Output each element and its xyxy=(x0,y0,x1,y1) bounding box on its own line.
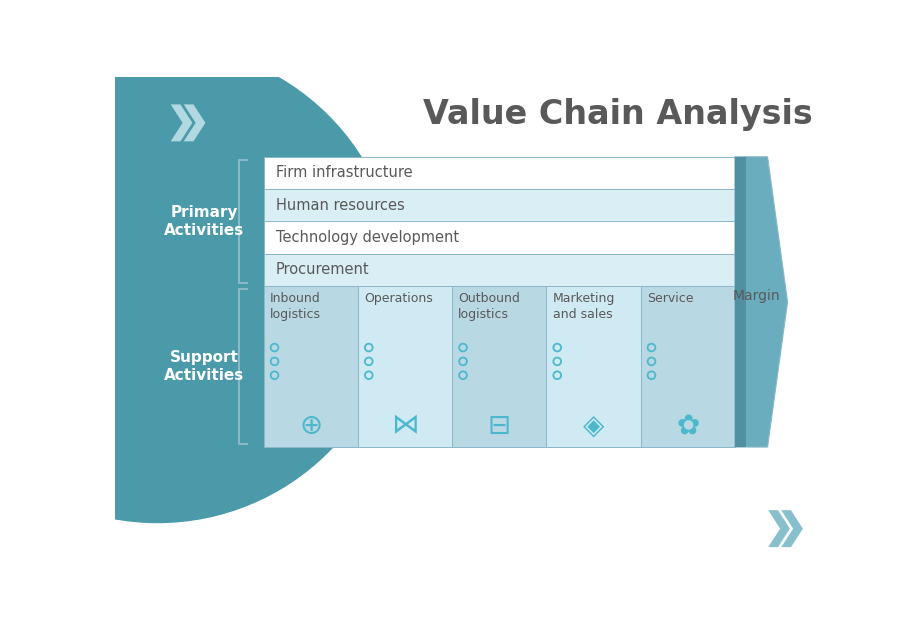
Bar xyxy=(641,286,735,447)
Text: Technology development: Technology development xyxy=(276,230,460,245)
Polygon shape xyxy=(768,510,790,547)
Polygon shape xyxy=(171,104,192,141)
Bar xyxy=(357,286,452,447)
Polygon shape xyxy=(184,104,205,141)
Bar xyxy=(547,286,641,447)
Text: Human resources: Human resources xyxy=(276,197,405,213)
Polygon shape xyxy=(735,157,788,447)
Bar xyxy=(264,221,735,254)
Text: Procurement: Procurement xyxy=(276,262,369,277)
Text: ✿: ✿ xyxy=(676,412,699,440)
Text: ⋈: ⋈ xyxy=(391,412,419,440)
Polygon shape xyxy=(735,157,745,447)
Bar xyxy=(264,157,735,189)
Text: Marketing
and sales: Marketing and sales xyxy=(552,292,615,321)
Text: ⊟: ⊟ xyxy=(488,412,511,440)
Text: Operations: Operations xyxy=(364,292,433,305)
Text: Inbound
logistics: Inbound logistics xyxy=(270,292,321,321)
Circle shape xyxy=(0,45,398,523)
Text: ⊕: ⊕ xyxy=(300,412,323,440)
Text: Value Chain Analysis: Value Chain Analysis xyxy=(423,98,812,131)
Bar xyxy=(264,286,357,447)
Text: ◈: ◈ xyxy=(583,412,604,440)
Bar xyxy=(264,254,735,286)
Text: Firm infrastructure: Firm infrastructure xyxy=(276,166,413,180)
Text: Service: Service xyxy=(647,292,693,305)
Bar xyxy=(264,189,735,221)
Polygon shape xyxy=(781,510,803,547)
Bar xyxy=(452,286,547,447)
Text: Outbound
logistics: Outbound logistics xyxy=(459,292,520,321)
Text: Margin: Margin xyxy=(732,289,780,303)
Text: Primary
Activities: Primary Activities xyxy=(164,204,244,238)
Text: Support
Activities: Support Activities xyxy=(164,350,244,383)
